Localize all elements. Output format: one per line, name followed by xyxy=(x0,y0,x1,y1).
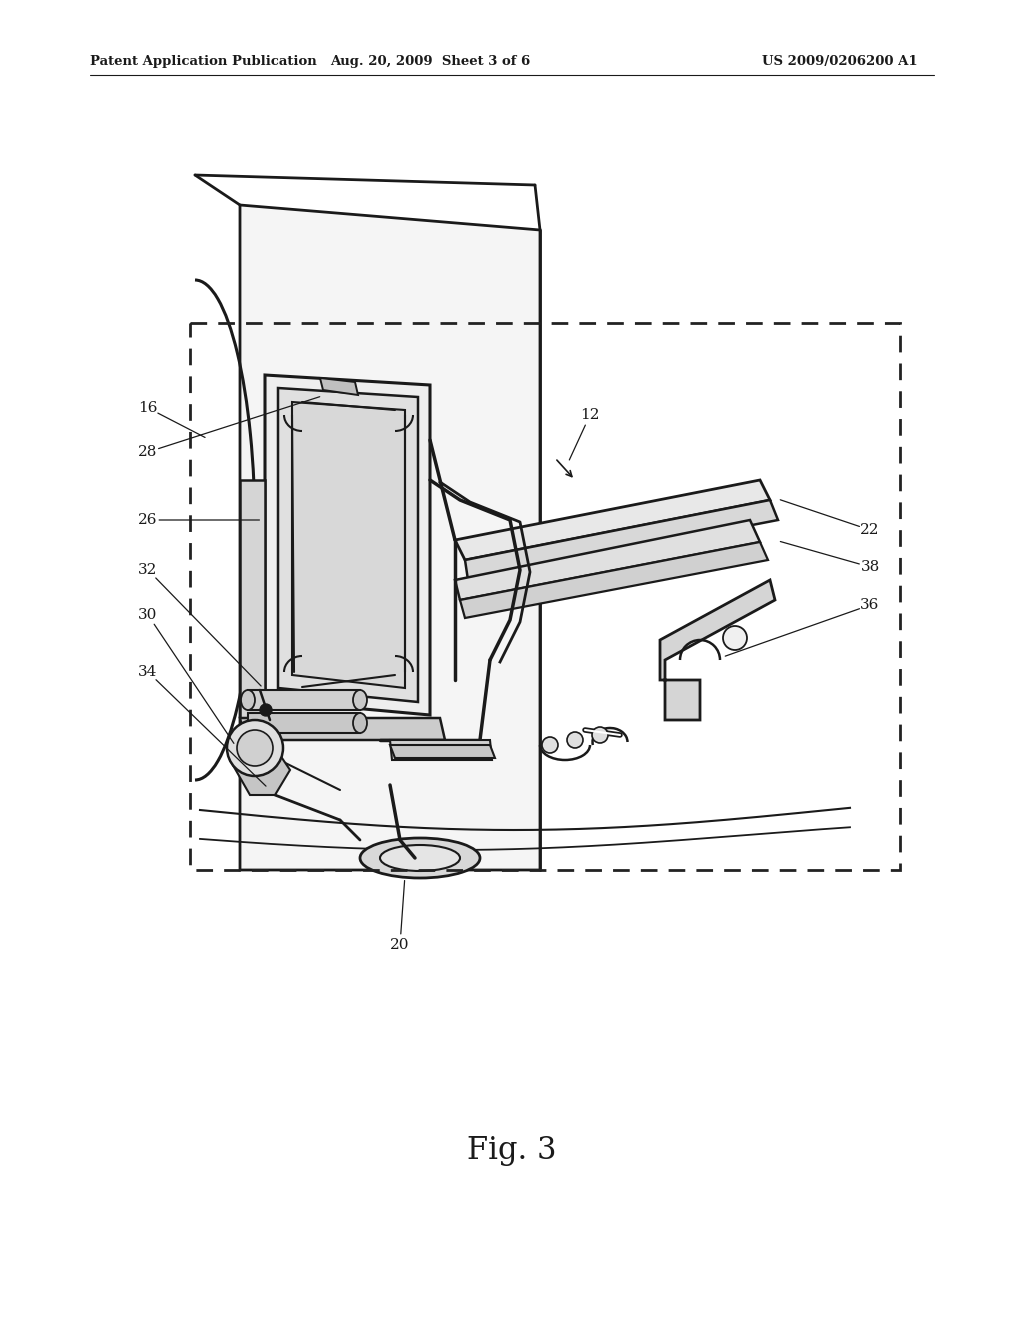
Ellipse shape xyxy=(360,838,480,878)
Text: 16: 16 xyxy=(138,401,158,414)
Circle shape xyxy=(237,730,273,766)
Polygon shape xyxy=(455,480,770,560)
Text: 26: 26 xyxy=(138,513,158,527)
Text: 36: 36 xyxy=(860,598,880,612)
Text: 20: 20 xyxy=(390,939,410,952)
Ellipse shape xyxy=(380,845,460,871)
Polygon shape xyxy=(660,579,775,719)
Text: US 2009/0206200 A1: US 2009/0206200 A1 xyxy=(762,55,918,69)
Polygon shape xyxy=(248,690,360,710)
Polygon shape xyxy=(390,744,495,758)
Text: 32: 32 xyxy=(138,564,158,577)
Polygon shape xyxy=(278,388,418,702)
Circle shape xyxy=(542,737,558,752)
Polygon shape xyxy=(455,520,760,601)
Ellipse shape xyxy=(353,690,367,710)
Polygon shape xyxy=(292,403,406,688)
Polygon shape xyxy=(319,378,358,395)
Text: 30: 30 xyxy=(138,609,158,622)
Polygon shape xyxy=(240,718,445,741)
Text: 38: 38 xyxy=(860,560,880,574)
Text: 12: 12 xyxy=(581,408,600,422)
Text: Aug. 20, 2009  Sheet 3 of 6: Aug. 20, 2009 Sheet 3 of 6 xyxy=(330,55,530,69)
Text: 34: 34 xyxy=(138,665,158,678)
Polygon shape xyxy=(248,713,360,733)
Circle shape xyxy=(592,727,608,743)
Text: 22: 22 xyxy=(860,523,880,537)
Polygon shape xyxy=(460,543,768,618)
Text: Patent Application Publication: Patent Application Publication xyxy=(90,55,316,69)
Polygon shape xyxy=(240,205,540,870)
Ellipse shape xyxy=(353,713,367,733)
Bar xyxy=(190,323,900,870)
Circle shape xyxy=(260,704,272,715)
Polygon shape xyxy=(230,741,290,795)
Polygon shape xyxy=(240,480,265,719)
Polygon shape xyxy=(265,375,430,715)
Circle shape xyxy=(723,626,746,649)
Ellipse shape xyxy=(241,690,255,710)
Circle shape xyxy=(567,733,583,748)
Text: 28: 28 xyxy=(138,445,158,459)
Text: Fig. 3: Fig. 3 xyxy=(467,1134,557,1166)
Circle shape xyxy=(227,719,283,776)
Polygon shape xyxy=(465,500,778,579)
Polygon shape xyxy=(390,741,492,760)
